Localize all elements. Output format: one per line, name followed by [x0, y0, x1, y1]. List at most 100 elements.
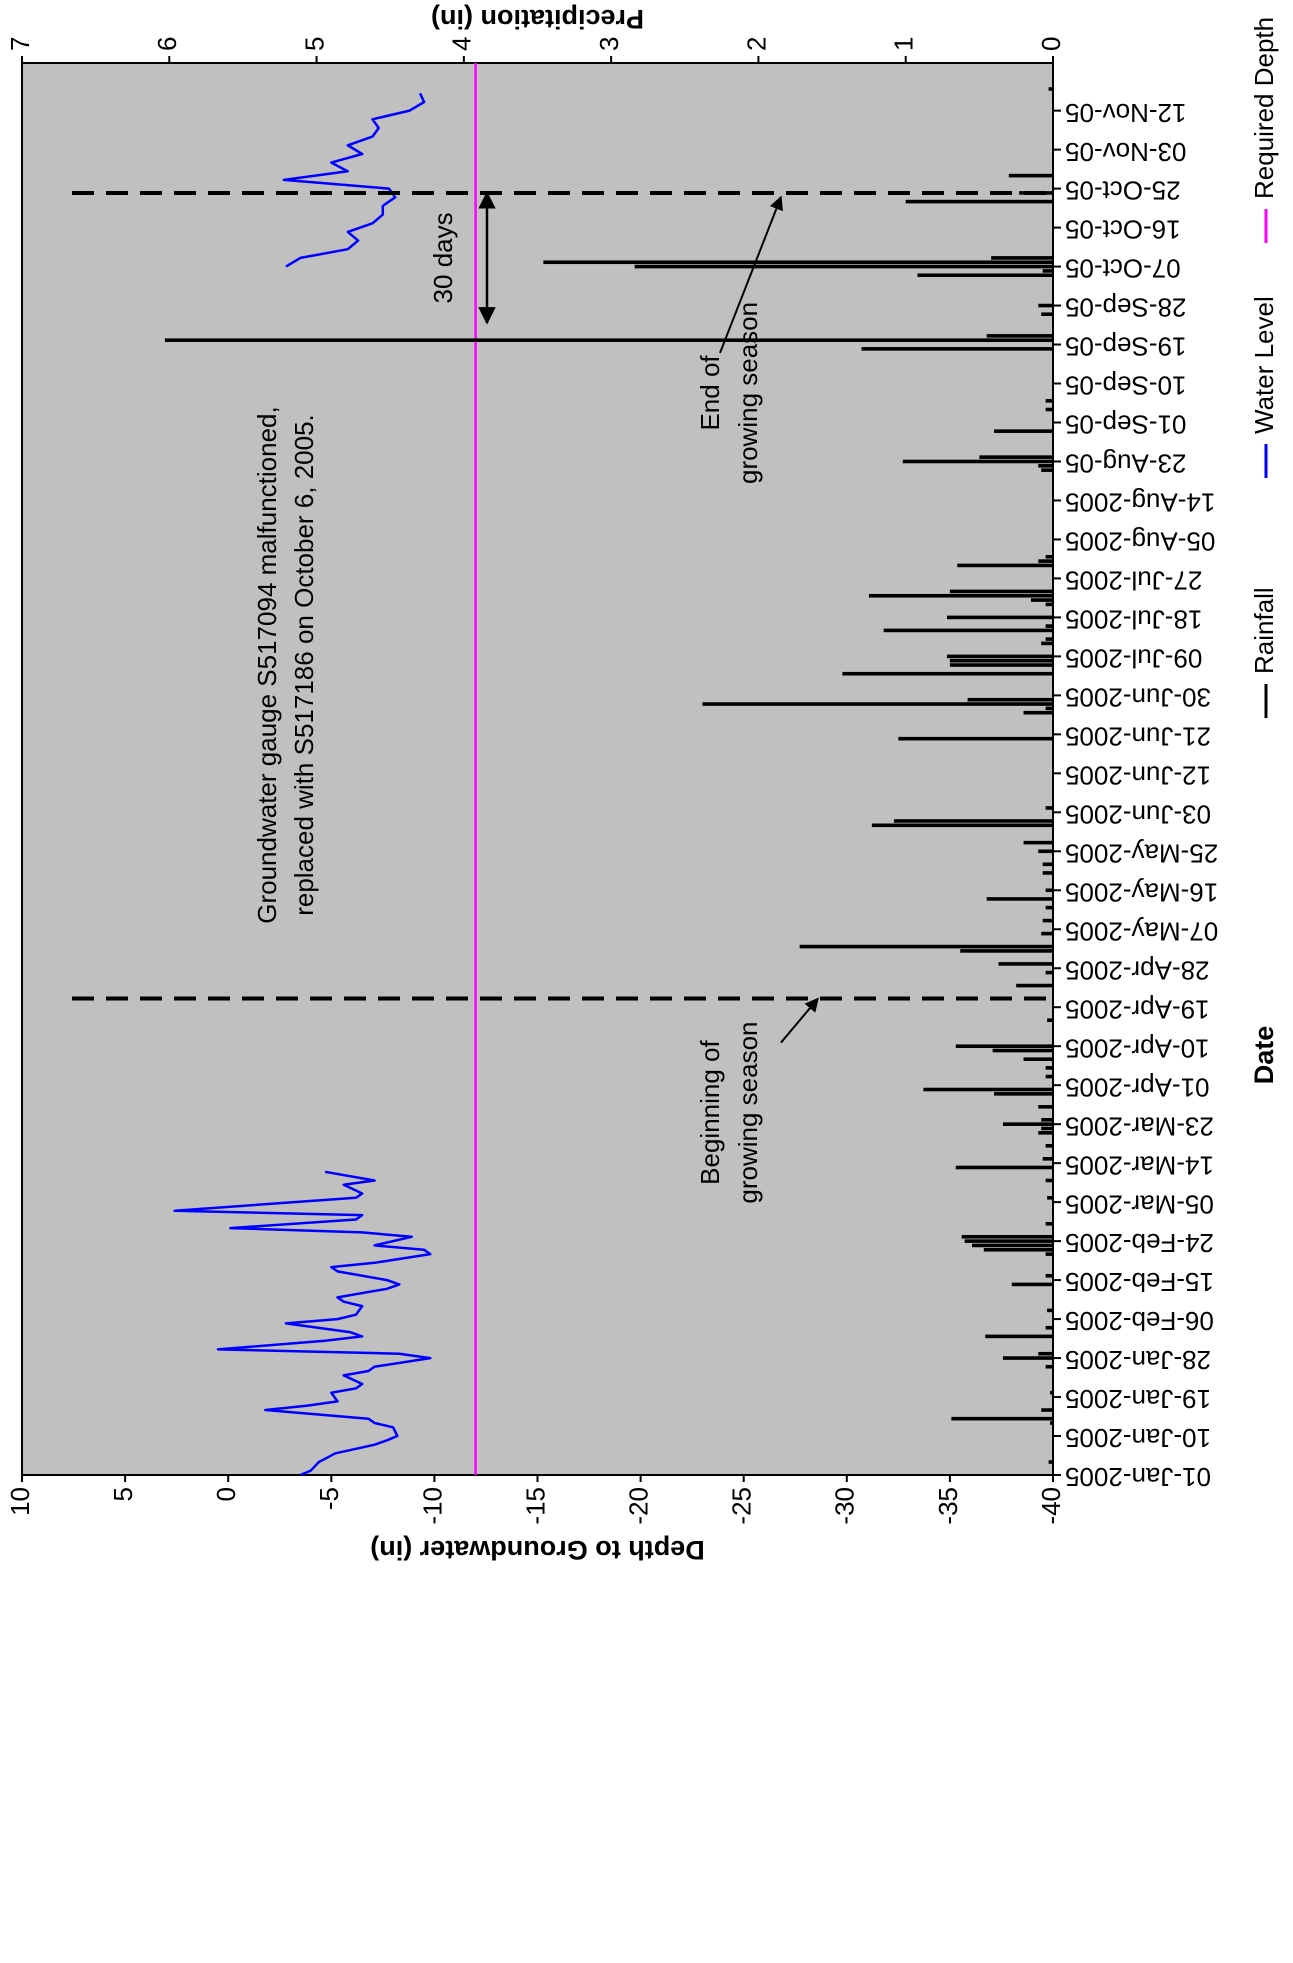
x-tick-label: 10-Sep-05 — [1065, 371, 1186, 401]
rain-bar — [1045, 407, 1054, 412]
rain-bar — [902, 459, 1053, 464]
rain-bar — [1002, 1356, 1053, 1360]
marker-label: End of — [695, 355, 725, 431]
x-tick-label: 14-Aug-2005 — [1065, 488, 1215, 518]
x-tick-label: 19-Jan-2005 — [1065, 1384, 1211, 1414]
x-tick-label: 27-Jul-2005 — [1065, 566, 1202, 596]
rain-bar — [702, 702, 1054, 706]
x-tick-label: 23-Mar-2005 — [1065, 1111, 1214, 1141]
rain-bar — [951, 1416, 1054, 1421]
marker-label: Beginning of — [695, 1040, 725, 1185]
rain-bar — [991, 256, 1054, 260]
rain-bar — [1042, 1157, 1053, 1161]
rain-bar — [1045, 1364, 1054, 1369]
rain-bar — [917, 273, 1053, 278]
rain-bar — [1038, 1131, 1054, 1135]
rain-bar — [1008, 173, 1053, 178]
x-tick-label: 16-May-2005 — [1065, 877, 1218, 907]
x-tick-label: 19-Sep-05 — [1065, 332, 1186, 362]
rain-bar — [883, 628, 1053, 633]
y2-tick-label: 0 — [1036, 37, 1066, 51]
x-tick-label: 28-Jan-2005 — [1065, 1345, 1211, 1375]
legend-label: Rainfall — [1249, 587, 1279, 674]
rain-bar — [1038, 464, 1054, 468]
rain-bar — [1042, 269, 1053, 273]
x-tick-label: 07-May-2005 — [1065, 916, 1218, 946]
rain-bar — [1050, 1421, 1054, 1425]
y-tick-label: -10 — [417, 1487, 447, 1525]
rain-bar — [992, 1048, 1053, 1053]
series-line — [173, 92, 432, 1477]
x-tick-label: 28-Apr-2005 — [1065, 955, 1210, 985]
x-tick-label: 06-Feb-2005 — [1065, 1306, 1214, 1336]
rain-bar — [164, 338, 1054, 343]
y-tick-label: 5 — [108, 1487, 138, 1501]
rain-bar — [1045, 706, 1054, 711]
y2-tick-label: 7 — [5, 37, 35, 51]
y2-tick-label: 6 — [152, 37, 182, 51]
x-tick-label: 23-Aug-05 — [1065, 449, 1186, 479]
x-tick-label: 12-Nov-05 — [1065, 98, 1186, 128]
rain-bar — [998, 962, 1053, 966]
marker-label: growing season — [733, 1021, 763, 1203]
rain-bar — [1045, 1221, 1054, 1226]
rain-bar — [1050, 1390, 1054, 1395]
rain-bar — [898, 736, 1053, 741]
rain-bar — [1045, 399, 1054, 403]
rain-bar — [1038, 303, 1054, 308]
x-tick-label: 25-May-2005 — [1065, 838, 1218, 868]
rain-bar — [1041, 312, 1054, 317]
y2-tick-label: 2 — [741, 37, 771, 51]
legend-label: Required Depth — [1249, 17, 1279, 199]
rain-bar — [1041, 1126, 1054, 1131]
x-tick-label: 05-Mar-2005 — [1065, 1189, 1214, 1219]
rain-bar — [1038, 1351, 1054, 1356]
plot-area — [21, 62, 1054, 1476]
y-tick-label: 0 — [211, 1487, 241, 1501]
x-tick-label: 14-Mar-2005 — [1065, 1150, 1214, 1180]
rotated-frame: 10 5 0 -5 -10 -15 -20 -25 -30 -35 -40 0 1 2 3 4 5 6 7 01-Ja… — [5, 4, 1279, 1565]
x-tick-label: 01-Apr-2005 — [1065, 1072, 1210, 1102]
rain-bar — [957, 563, 1053, 568]
y-tick-label: -5 — [314, 1487, 344, 1510]
rain-bar — [868, 593, 1054, 598]
x-tick-label: 25-Oct-05 — [1065, 176, 1181, 206]
rain-bar — [842, 671, 1053, 676]
y-axis-title: Depth to Groundwater (in) — [370, 1535, 704, 1565]
x-tick-label: 19-Apr-2005 — [1065, 994, 1210, 1024]
y2-tick-label: 5 — [299, 37, 329, 51]
annotation: replaced with S517186 on October 6, 2005… — [289, 414, 319, 916]
rain-bar — [994, 429, 1053, 433]
rain-bar — [1041, 1408, 1054, 1412]
y-tick-label: -30 — [830, 1487, 860, 1525]
y-tick-label: -20 — [623, 1487, 653, 1525]
rain-bar — [960, 949, 1054, 953]
rain-bar — [1038, 559, 1054, 563]
x-tick-label: 30-Jun-2005 — [1065, 682, 1211, 712]
rain-bar — [1042, 871, 1053, 875]
rain-bar — [1041, 641, 1054, 646]
legend-label: Water Level — [1249, 296, 1279, 434]
x-tick-label: 07-Oct-05 — [1065, 254, 1181, 284]
rain-bar — [1045, 888, 1054, 893]
rain-bar — [955, 1044, 1054, 1049]
rain-bar — [1045, 905, 1054, 910]
rain-bar — [923, 1087, 1053, 1092]
x-tick-label: 12-Jun-2005 — [1065, 760, 1211, 790]
x-tick-label: 15-Feb-2005 — [1065, 1267, 1214, 1297]
rain-bar — [1041, 931, 1054, 936]
rain-bar — [1045, 624, 1054, 628]
marker-arrow — [780, 997, 819, 1044]
y2-tick-label: 3 — [594, 37, 624, 51]
x-tick-label: 03-Jun-2005 — [1065, 799, 1211, 829]
rain-bar — [1048, 87, 1053, 91]
x-tick-label: 09-Jul-2005 — [1065, 644, 1202, 674]
rain-bar — [893, 819, 1054, 823]
x-tick-label: 28-Sep-05 — [1065, 293, 1186, 323]
x-tick-label: 01-Jan-2005 — [1065, 1462, 1211, 1492]
x-tick-label: 21-Jun-2005 — [1065, 721, 1211, 751]
rain-bar — [1042, 918, 1053, 923]
x-tick-label: 10-Apr-2005 — [1065, 1033, 1210, 1063]
rain-bar — [971, 1243, 1053, 1248]
rain-bar — [1045, 1144, 1054, 1148]
